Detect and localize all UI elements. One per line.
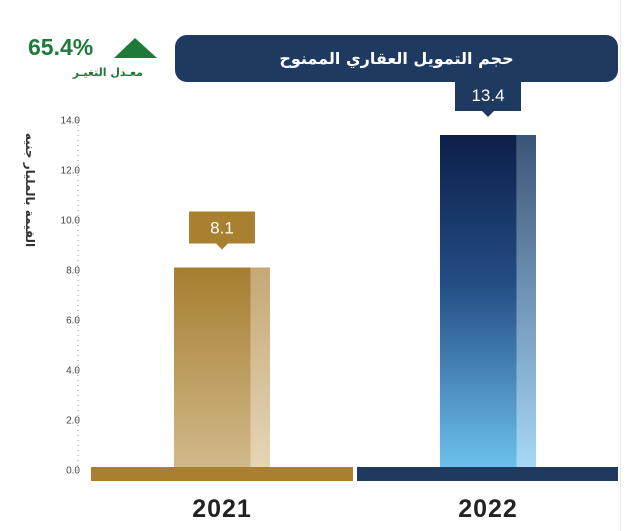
change-percentage: 65.4% xyxy=(28,34,94,60)
data-label-2022: 13.4 xyxy=(471,86,504,105)
up-triangle-icon xyxy=(114,38,157,58)
chart-title: حجم التمويل العقاري الممنوح xyxy=(279,49,514,68)
y-tick-label: 2.0 xyxy=(66,416,80,427)
value-callout-box-2022 xyxy=(455,79,521,111)
chart-title-banner: حجم التمويل العقاري الممنوح xyxy=(175,35,618,82)
y-tick-label: 12.0 xyxy=(61,166,81,177)
x-category-label-2021: 2021 xyxy=(192,495,252,523)
baseline-band-2022 xyxy=(357,467,618,481)
value-callout-pointer-2021 xyxy=(216,243,228,250)
y-tick-label: 6.0 xyxy=(66,316,80,327)
bar-2022 xyxy=(440,135,517,467)
y-tick-label: 4.0 xyxy=(66,366,80,377)
y-tick-label: 0.0 xyxy=(66,466,80,477)
bar-2021 xyxy=(174,267,251,467)
value-callout-pointer-2022 xyxy=(482,111,494,117)
baseline-band-2021 xyxy=(91,467,353,481)
change-label: معـدل التغيـر xyxy=(72,66,143,79)
bar-side-2022 xyxy=(516,135,536,467)
data-label-2021: 8.1 xyxy=(210,219,234,238)
right-border-line xyxy=(620,0,621,531)
y-tick-label: 14.0 xyxy=(61,116,81,127)
x-category-label-2022: 2022 xyxy=(458,495,518,523)
value-callout-box-2021 xyxy=(189,211,255,244)
bar-side-2021 xyxy=(250,267,270,467)
y-tick-label: 8.0 xyxy=(66,266,80,277)
y-tick-label: 10.0 xyxy=(61,216,81,227)
